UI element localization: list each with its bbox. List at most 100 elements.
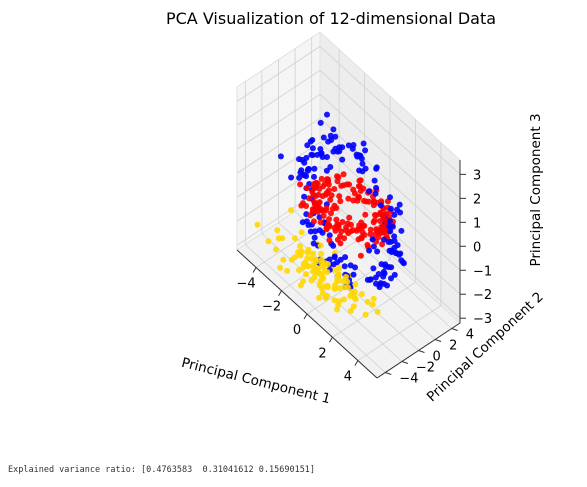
point-blue xyxy=(326,232,333,239)
point-blue xyxy=(373,165,380,172)
point-gold xyxy=(272,246,279,253)
y-tick-label: 2 xyxy=(449,339,457,354)
y-tick-mark xyxy=(418,350,425,353)
y-tick-mark xyxy=(451,328,458,331)
point-blue xyxy=(385,264,392,270)
point-red xyxy=(372,231,379,238)
point-red xyxy=(356,222,363,229)
z-tick-label: 3 xyxy=(473,168,481,183)
point-gold xyxy=(332,282,338,288)
point-blue xyxy=(387,205,394,212)
point-red xyxy=(345,195,352,202)
point-blue xyxy=(339,144,346,151)
point-blue xyxy=(298,167,305,174)
point-gold xyxy=(291,235,298,242)
point-blue xyxy=(311,165,318,172)
point-red xyxy=(379,241,386,248)
point-red xyxy=(316,185,323,192)
point-red xyxy=(323,207,329,214)
point-blue xyxy=(311,173,317,180)
point-blue xyxy=(391,271,398,278)
point-blue xyxy=(277,153,284,160)
point-red xyxy=(310,192,317,199)
point-blue xyxy=(312,228,319,235)
point-blue xyxy=(367,276,374,283)
point-gold xyxy=(336,285,343,292)
point-gold xyxy=(316,270,322,277)
point-gold xyxy=(300,260,307,267)
point-red xyxy=(328,210,334,217)
point-gold xyxy=(324,284,331,291)
z-tick-label: 1 xyxy=(473,216,481,231)
point-red xyxy=(314,208,321,215)
point-gold xyxy=(344,284,351,291)
grid-line-z xyxy=(319,46,461,175)
point-blue xyxy=(356,167,363,174)
point-red xyxy=(350,186,357,193)
point-blue xyxy=(372,190,379,197)
point-gold xyxy=(304,249,311,256)
point-blue xyxy=(366,247,373,254)
pca-3d-scatter-chart: PCA Visualization of 12-dimensional Data… xyxy=(166,9,547,408)
point-blue xyxy=(366,188,372,195)
point-red xyxy=(360,185,367,192)
point-red xyxy=(380,213,387,220)
point-red xyxy=(331,202,338,209)
point-blue xyxy=(311,234,318,241)
z-tick-label: −3 xyxy=(473,312,492,327)
point-blue xyxy=(324,111,330,118)
point-red xyxy=(331,186,338,192)
point-gold xyxy=(352,281,359,288)
point-blue xyxy=(324,154,330,160)
point-red xyxy=(377,218,384,224)
point-red xyxy=(300,200,306,207)
x-tick-label: −4 xyxy=(237,276,256,291)
point-blue xyxy=(334,148,341,155)
point-blue xyxy=(304,167,311,174)
point-blue xyxy=(396,201,403,208)
point-blue xyxy=(398,257,405,264)
point-blue xyxy=(387,194,393,201)
point-gold xyxy=(297,243,303,250)
grid-line-z xyxy=(236,46,321,102)
point-red xyxy=(320,212,327,219)
point-gold xyxy=(331,297,338,304)
point-red xyxy=(334,221,341,228)
x-tick-mark xyxy=(252,267,257,273)
point-gold xyxy=(331,266,338,273)
y-tick-label: 0 xyxy=(433,350,441,365)
point-red xyxy=(357,177,364,184)
point-red xyxy=(365,198,372,205)
point-blue xyxy=(316,227,323,234)
point-gold xyxy=(310,250,317,257)
explained-variance-output: Explained variance ratio: [0.4763583 0.3… xyxy=(8,465,316,475)
x-tick-mark xyxy=(278,290,282,296)
point-blue xyxy=(375,271,382,277)
axis-lines xyxy=(236,160,466,379)
point-blue xyxy=(328,137,335,143)
point-gold xyxy=(318,250,325,257)
point-gold xyxy=(370,295,377,302)
point-red xyxy=(334,236,341,243)
point-red xyxy=(325,221,331,228)
point-gold xyxy=(265,238,272,245)
point-blue xyxy=(301,193,308,200)
point-blue xyxy=(339,156,346,163)
point-red xyxy=(355,194,362,201)
x-axis-label: Principal Component 1 xyxy=(180,355,332,408)
point-blue xyxy=(304,142,311,149)
point-blue xyxy=(307,228,314,235)
point-red xyxy=(364,241,371,248)
grid-line-z xyxy=(319,70,461,199)
point-gold xyxy=(274,227,281,234)
z-tick-label: −1 xyxy=(473,264,492,279)
grid-line-y xyxy=(245,244,386,373)
point-red xyxy=(338,182,345,189)
grid-line-z xyxy=(236,141,321,198)
z-tick-label: −2 xyxy=(473,288,492,303)
point-red xyxy=(336,193,343,200)
point-gold xyxy=(334,306,341,313)
point-gold xyxy=(317,242,324,249)
x-tick-label: −2 xyxy=(262,300,281,315)
